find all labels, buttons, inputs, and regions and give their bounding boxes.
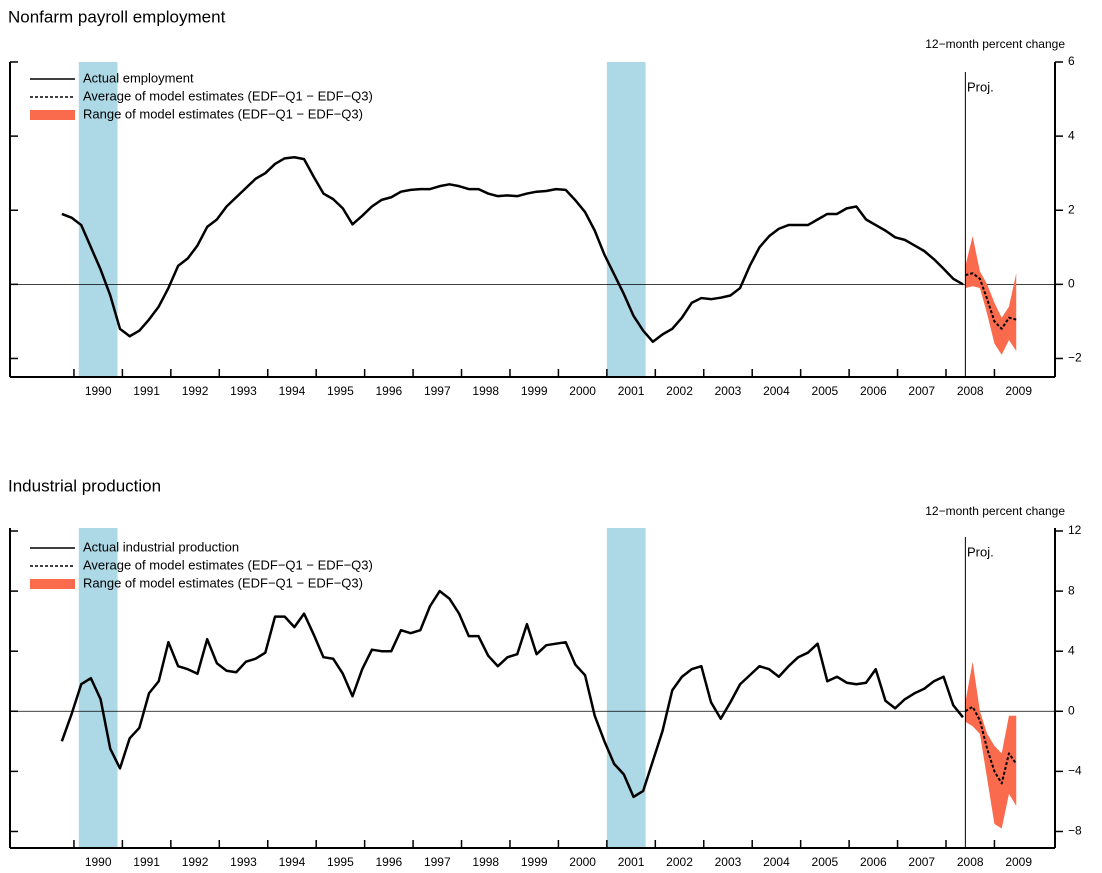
y-axis-label: 12−month percent change xyxy=(925,37,1065,51)
range-band xyxy=(965,661,1017,829)
x-tick-label: 2008 xyxy=(957,384,984,398)
x-tick-label: 1996 xyxy=(376,855,403,869)
chart-title: Nonfarm payroll employment xyxy=(8,7,226,26)
legend-label: Average of model estimates (EDF−Q1 − EDF… xyxy=(83,88,373,103)
x-tick-label: 2000 xyxy=(569,855,596,869)
x-tick-label: 1994 xyxy=(279,384,306,398)
x-tick-label: 2005 xyxy=(812,855,839,869)
shaded-period xyxy=(78,528,118,848)
x-tick-label: 1995 xyxy=(327,855,354,869)
legend-label: Range of model estimates (EDF−Q1 − EDF−Q… xyxy=(83,575,363,590)
x-tick-label: 1996 xyxy=(376,384,403,398)
y-tick-label: 2 xyxy=(1068,202,1075,216)
x-tick-label: 1995 xyxy=(327,384,354,398)
x-tick-label: 1991 xyxy=(133,855,160,869)
x-tick-label: 2009 xyxy=(1005,855,1032,869)
x-tick-label: 2001 xyxy=(618,855,645,869)
range-band xyxy=(965,236,1017,355)
x-tick-label: 2004 xyxy=(763,855,790,869)
y-tick-label: 6 xyxy=(1068,54,1075,68)
y-axis-label: 12−month percent change xyxy=(925,504,1065,518)
x-tick-label: 1998 xyxy=(472,855,499,869)
legend-label: Actual industrial production xyxy=(83,539,239,554)
x-tick-label: 2004 xyxy=(763,384,790,398)
y-tick-label: 0 xyxy=(1068,277,1075,291)
x-tick-label: 1997 xyxy=(424,384,451,398)
x-tick-label: 2007 xyxy=(908,855,935,869)
chart-title: Industrial production xyxy=(8,476,161,495)
shaded-period xyxy=(78,62,118,377)
x-tick-label: 1992 xyxy=(182,855,209,869)
y-tick-label: −2 xyxy=(1068,351,1082,365)
x-tick-label: 2002 xyxy=(666,855,693,869)
projection-label: Proj. xyxy=(967,79,994,94)
x-tick-label: 2008 xyxy=(957,855,984,869)
legend-swatch xyxy=(30,110,75,120)
legend-label: Actual employment xyxy=(83,70,194,85)
x-tick-label: 1999 xyxy=(521,855,548,869)
y-tick-label: 0 xyxy=(1068,703,1075,717)
shaded-period xyxy=(606,528,646,848)
x-tick-label: 1999 xyxy=(521,384,548,398)
x-tick-label: 2000 xyxy=(569,384,596,398)
y-tick-label: 4 xyxy=(1068,128,1075,142)
x-tick-label: 1990 xyxy=(85,855,112,869)
actual-line xyxy=(61,155,964,344)
projection-label: Proj. xyxy=(967,544,994,559)
x-tick-label: 2006 xyxy=(860,384,887,398)
x-tick-label: 1994 xyxy=(279,855,306,869)
x-tick-label: 1997 xyxy=(424,855,451,869)
x-tick-label: 2002 xyxy=(666,384,693,398)
x-tick-label: 2005 xyxy=(812,384,839,398)
shaded-period xyxy=(606,62,646,377)
x-tick-label: 2003 xyxy=(715,384,742,398)
x-tick-label: 2006 xyxy=(860,855,887,869)
x-tick-label: 2001 xyxy=(618,384,645,398)
y-tick-label: −4 xyxy=(1068,764,1082,778)
actual-line xyxy=(60,589,964,799)
x-tick-label: 2003 xyxy=(715,855,742,869)
x-tick-label: 1993 xyxy=(230,855,257,869)
y-tick-label: 8 xyxy=(1068,583,1075,597)
x-tick-label: 2007 xyxy=(908,384,935,398)
y-tick-label: 12 xyxy=(1068,523,1082,537)
legend-swatch xyxy=(30,579,75,589)
average-line xyxy=(964,705,1018,785)
x-tick-label: 1992 xyxy=(182,384,209,398)
y-tick-label: −8 xyxy=(1068,824,1082,838)
x-tick-label: 1998 xyxy=(472,384,499,398)
legend-label: Range of model estimates (EDF−Q1 − EDF−Q… xyxy=(83,106,363,121)
x-tick-label: 1993 xyxy=(230,384,257,398)
x-tick-label: 1991 xyxy=(133,384,160,398)
y-tick-label: 4 xyxy=(1068,643,1075,657)
x-tick-label: 2009 xyxy=(1005,384,1032,398)
x-tick-label: 1990 xyxy=(85,384,112,398)
legend-label: Average of model estimates (EDF−Q1 − EDF… xyxy=(83,557,373,572)
